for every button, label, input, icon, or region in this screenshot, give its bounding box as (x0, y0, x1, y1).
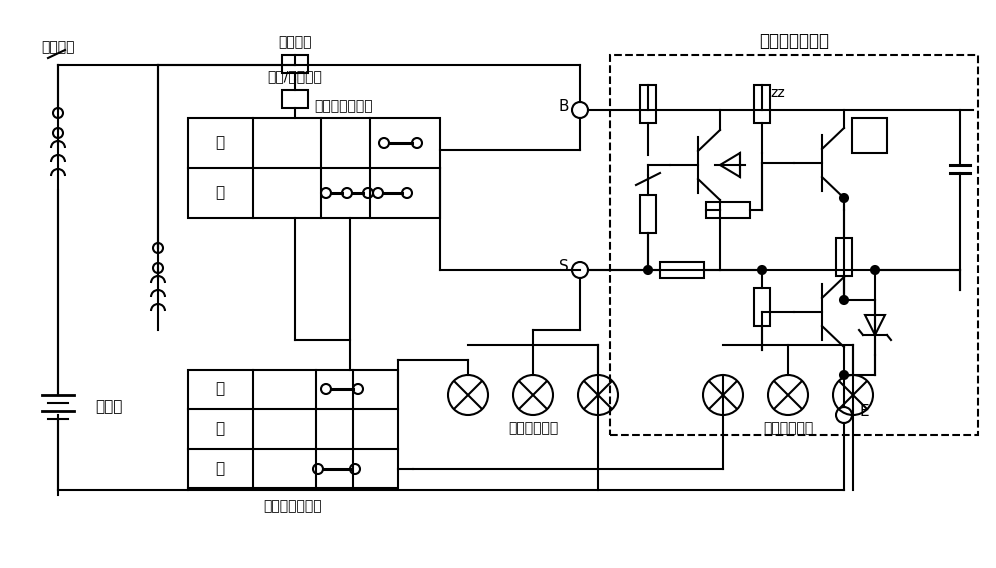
Bar (754, 85, 770, 123)
Circle shape (840, 194, 848, 202)
Circle shape (840, 371, 848, 379)
Circle shape (758, 266, 766, 274)
Text: E: E (860, 403, 870, 419)
Text: 右转向信号灯: 右转向信号灯 (508, 421, 558, 435)
Text: B: B (559, 98, 570, 114)
Bar (660, 262, 704, 278)
Polygon shape (865, 315, 885, 335)
Bar (282, 55, 308, 73)
Bar (188, 118, 440, 218)
Text: 转向信号闪光器: 转向信号闪光器 (759, 32, 829, 50)
Text: 蓄电池: 蓄电池 (95, 399, 123, 415)
Circle shape (644, 266, 652, 274)
Text: 左转向信号灯: 左转向信号灯 (763, 421, 813, 435)
Bar (640, 195, 656, 233)
Text: 断: 断 (215, 421, 224, 436)
Text: 转向信号灯开关: 转向信号灯开关 (264, 499, 323, 513)
Text: 左: 左 (215, 461, 224, 477)
Text: 通: 通 (215, 186, 224, 201)
Text: zz: zz (771, 86, 786, 100)
Text: 点火开关: 点火开关 (41, 40, 75, 54)
Text: S: S (559, 258, 569, 274)
Text: 断: 断 (215, 136, 224, 151)
Bar (852, 118, 887, 153)
Bar (610, 55, 978, 435)
Bar (706, 202, 750, 218)
Bar (836, 238, 852, 276)
Bar (188, 370, 398, 488)
Polygon shape (720, 153, 740, 177)
Text: 转向熰乗: 转向熰乗 (278, 35, 312, 49)
Text: 危险/喂叭熰乗: 危险/喂叭熰乗 (268, 69, 323, 83)
Circle shape (871, 266, 879, 274)
Circle shape (840, 296, 848, 304)
Text: 危险警告灯开关: 危险警告灯开关 (315, 99, 374, 113)
Bar (640, 85, 656, 123)
Bar (282, 90, 308, 108)
Bar (754, 288, 770, 326)
Text: 右: 右 (215, 382, 224, 396)
